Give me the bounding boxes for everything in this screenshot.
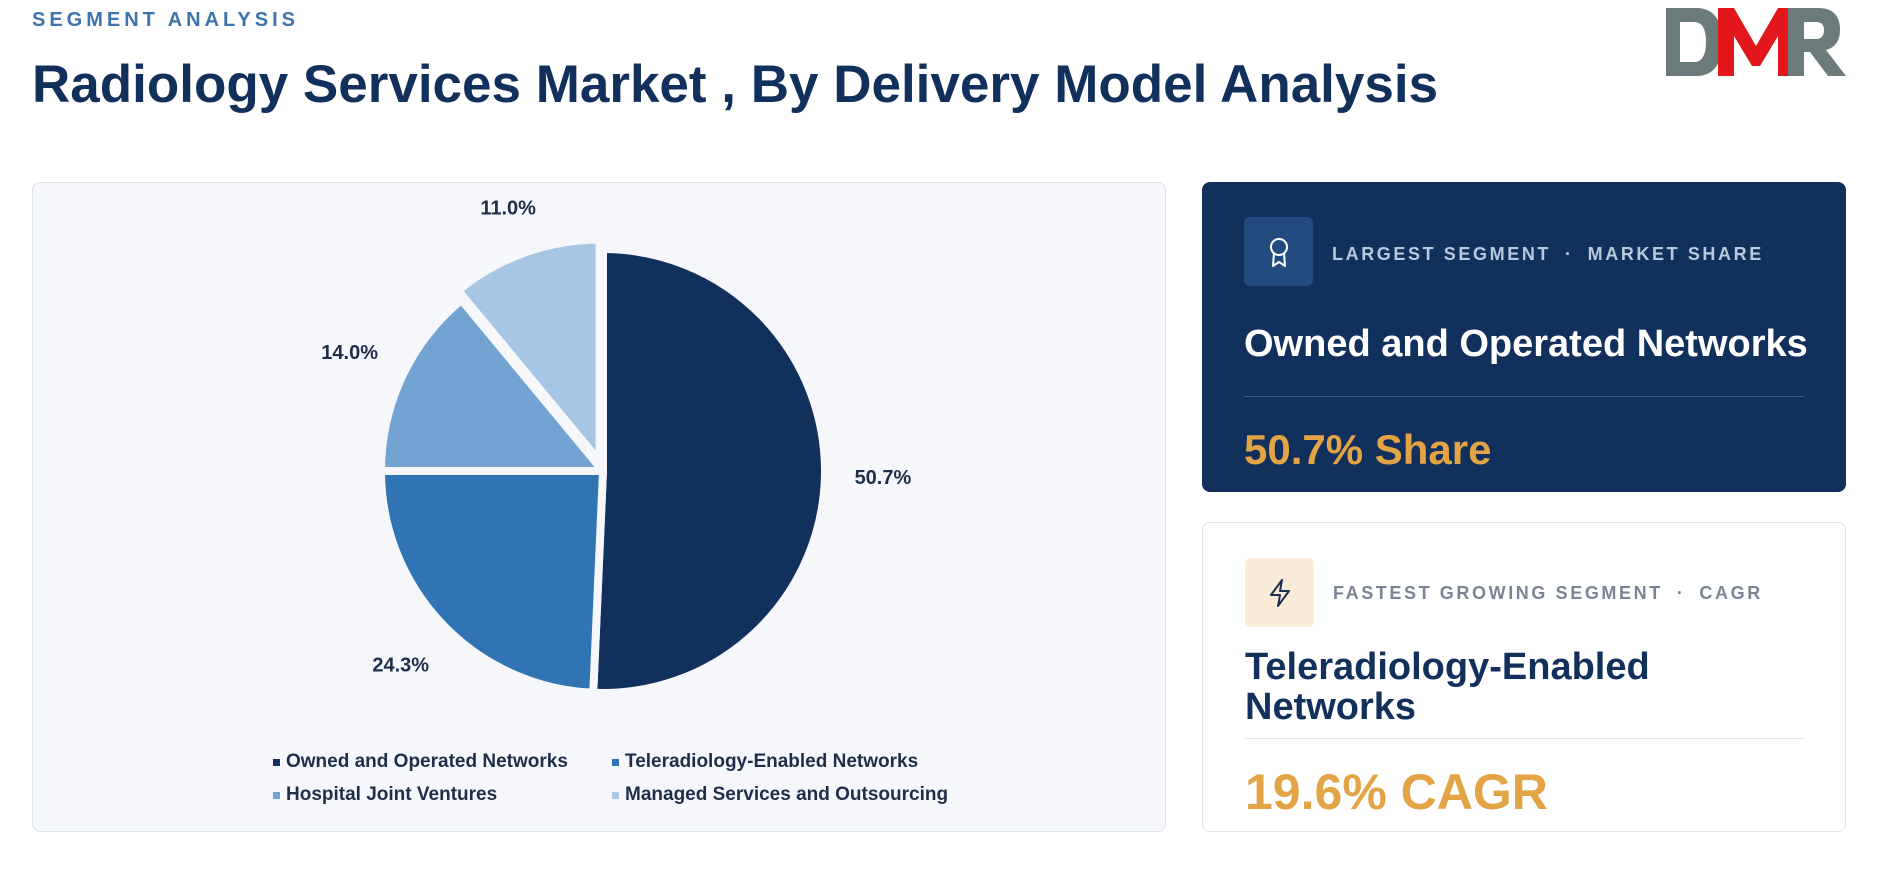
legend-item-hospital: Hospital Joint Ventures (273, 784, 497, 806)
bolt-icon-box (1245, 558, 1314, 627)
pie-chart: 50.7% 24.3% 14.0% 11.0% (321, 198, 912, 697)
label-separator: · (1565, 244, 1574, 264)
section-eyebrow: SEGMENT ANALYSIS (32, 9, 299, 31)
pie-data-label-managed: 11.0% (480, 198, 536, 220)
legend-swatch (273, 758, 280, 766)
legend-item-owned: Owned and Operated Networks (273, 751, 568, 773)
legend-item-managed: Managed Services and Outsourcing (612, 784, 948, 806)
legend-label: Owned and Operated Networks (286, 751, 568, 772)
logo-letter-r (1788, 8, 1846, 76)
legend-swatch (612, 758, 619, 766)
largest-segment-card: LARGEST SEGMENT · MARKET SHARE Owned and O… (1202, 182, 1846, 492)
lightning-bolt-icon (1269, 578, 1290, 607)
pie-data-label-hospital: 14.0% (321, 342, 378, 364)
logo-letter-m (1718, 8, 1792, 76)
largest-segment-share: 50.7% Share (1244, 426, 1492, 473)
pie-chart-card: 50.7% 24.3% 14.0% 11.0% Owned and Operated … (32, 182, 1166, 832)
card-divider (1245, 738, 1805, 739)
pie-slice-managed (454, 235, 604, 466)
logo-letter-d (1666, 8, 1722, 76)
largest-segment-label: LARGEST SEGMENT · MARKET SHARE (1332, 244, 1764, 265)
fastest-segment-card: FASTEST GROWING SEGMENT · CAGR Teleradiolo… (1202, 522, 1846, 832)
dmr-logo (1666, 8, 1846, 76)
label-secondary: MARKET SHARE (1587, 244, 1764, 264)
pie-data-label-owned: 50.7% (855, 467, 912, 489)
legend-item-teleradiology: Teleradiology-Enabled Networks (612, 751, 918, 773)
legend-label: Hospital Joint Ventures (286, 784, 498, 805)
pie-slice-hospital (377, 295, 607, 475)
legend-swatch (612, 791, 619, 799)
pie-slice-owned (589, 245, 830, 697)
label-primary: LARGEST SEGMENT (1332, 244, 1552, 264)
fastest-segment-cagr: 19.6% CAGR (1245, 764, 1548, 820)
legend-label: Teleradiology-Enabled Networks (625, 751, 919, 772)
fastest-segment-name: Teleradiology-Enabled Networks (1245, 646, 1650, 728)
award-icon-box (1244, 217, 1313, 286)
card-divider (1244, 396, 1804, 397)
award-ribbon-icon (1269, 237, 1288, 267)
fastest-segment-label: FASTEST GROWING SEGMENT · CAGR (1333, 583, 1763, 604)
legend-label: Managed Services and Outsourcing (625, 784, 949, 805)
legend-swatch (273, 791, 280, 799)
pie-slice-teleradiology (377, 467, 607, 697)
largest-segment-name: Owned and Operated Networks (1244, 323, 1808, 365)
label-secondary: CAGR (1699, 583, 1763, 603)
page-title: Radiology Services Market , By Delivery … (32, 55, 1439, 114)
pie-data-label-teleradiology: 24.3% (372, 655, 429, 677)
label-separator: · (1676, 583, 1686, 603)
label-primary: FASTEST GROWING SEGMENT (1333, 583, 1663, 603)
